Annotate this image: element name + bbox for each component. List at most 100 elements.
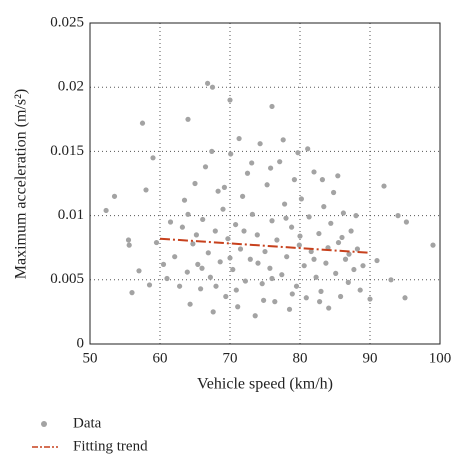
data-point [153, 239, 160, 246]
data-point [293, 283, 300, 289]
data-point [249, 160, 255, 166]
data-point [303, 295, 309, 301]
data-point [316, 230, 322, 237]
data-point [354, 246, 360, 252]
data-point [202, 164, 209, 170]
data-point [146, 282, 153, 288]
data-point [187, 301, 193, 307]
data-point [242, 278, 248, 284]
data-point [340, 210, 346, 216]
plot-frame [89, 22, 441, 345]
data-point [297, 233, 303, 239]
data-point [228, 151, 234, 157]
data-point [230, 266, 236, 273]
data-point [298, 196, 304, 202]
data-point [430, 242, 436, 248]
y-tick-label: 0.015 [50, 143, 84, 159]
data-point [255, 260, 261, 266]
data-point [305, 146, 311, 152]
data-point [192, 180, 198, 187]
data-point [205, 250, 211, 256]
data-point [185, 116, 191, 122]
data-point [199, 265, 205, 271]
data-point [179, 224, 185, 230]
data-point [254, 232, 260, 238]
data-point [227, 255, 233, 261]
data-point [247, 256, 253, 262]
data-point [403, 219, 409, 225]
data-point [313, 274, 319, 280]
data-point [274, 237, 280, 243]
data-point [215, 188, 221, 194]
data-point [317, 299, 323, 305]
data-point [308, 248, 314, 255]
data-point [235, 304, 241, 310]
data-point [193, 232, 199, 238]
data-point [264, 182, 270, 188]
data-point [269, 103, 275, 110]
data-point [210, 309, 216, 315]
data-point [280, 137, 286, 143]
data-point [184, 269, 190, 275]
data-point [328, 220, 334, 226]
data-point [326, 305, 332, 311]
data-point [321, 204, 327, 210]
data-point [395, 213, 401, 219]
data-point [342, 256, 349, 262]
data-point [296, 242, 302, 248]
data-point [269, 275, 275, 282]
data-point [237, 246, 244, 252]
data-point [323, 260, 329, 266]
data-point [217, 259, 223, 265]
data-point [351, 266, 357, 273]
data-point [126, 242, 132, 248]
data-point [259, 281, 265, 287]
data-point [272, 299, 278, 305]
data-point [129, 290, 135, 296]
data-point [195, 261, 201, 267]
data-point [402, 295, 408, 301]
data-point [249, 211, 255, 217]
data-point [279, 272, 285, 278]
data-point [207, 274, 213, 280]
data-point [311, 169, 317, 175]
data-point [335, 173, 341, 179]
data-point [348, 228, 354, 234]
data-point [319, 177, 325, 183]
y-axis-label: Maximum acceleration (m/s²) [13, 89, 30, 280]
x-tick-label: 90 [363, 350, 378, 366]
data-point [244, 170, 251, 176]
data-point [346, 251, 352, 257]
y-tick-label: 0 [77, 335, 85, 351]
y-tick-label: 0.005 [50, 271, 84, 287]
data-point [282, 201, 288, 207]
data-point [233, 221, 239, 228]
data-point [267, 265, 273, 271]
data-point [241, 228, 247, 234]
y-tick-label: 0.025 [50, 14, 84, 30]
x-axis-label: Vehicle speed (km/h) [197, 376, 333, 393]
data-point [200, 216, 206, 223]
data-point [220, 206, 226, 212]
x-tick-label: 70 [223, 350, 238, 366]
data-point [381, 183, 387, 189]
data-point [268, 165, 274, 171]
data-point [295, 150, 301, 156]
data-point [190, 241, 196, 247]
data-point [261, 297, 267, 303]
data-point [136, 268, 142, 274]
x-tick-label: 80 [293, 350, 308, 366]
data-point [185, 211, 191, 217]
data-point [150, 155, 156, 161]
data-point [143, 187, 149, 193]
data-point [209, 84, 216, 90]
data-point [198, 286, 204, 292]
data-point [335, 239, 342, 246]
data-point [164, 275, 170, 282]
data-point [160, 261, 167, 267]
data-point [240, 193, 246, 199]
data-point [181, 197, 188, 203]
data-point [257, 141, 263, 147]
data-point [357, 287, 363, 293]
data-point [172, 254, 178, 260]
